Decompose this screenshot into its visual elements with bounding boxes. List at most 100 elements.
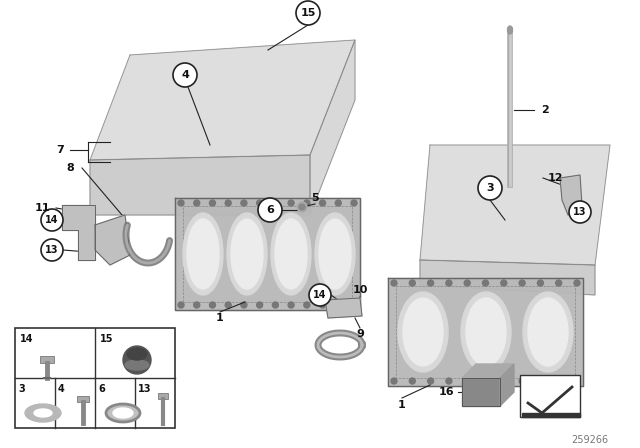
- Ellipse shape: [125, 360, 149, 370]
- Polygon shape: [522, 413, 580, 417]
- Bar: [183, 206, 352, 302]
- Ellipse shape: [319, 219, 351, 289]
- Text: 7: 7: [56, 145, 64, 155]
- Circle shape: [241, 200, 247, 206]
- Circle shape: [288, 200, 294, 206]
- Ellipse shape: [227, 213, 267, 295]
- Ellipse shape: [187, 219, 219, 289]
- Circle shape: [428, 378, 434, 384]
- Circle shape: [501, 378, 507, 384]
- Circle shape: [335, 200, 341, 206]
- Polygon shape: [462, 378, 500, 406]
- Text: 3: 3: [486, 183, 494, 193]
- Polygon shape: [175, 198, 360, 310]
- Circle shape: [273, 200, 278, 206]
- Circle shape: [194, 200, 200, 206]
- Circle shape: [304, 200, 310, 206]
- Ellipse shape: [523, 292, 573, 372]
- Text: 4: 4: [181, 70, 189, 80]
- Ellipse shape: [34, 409, 52, 417]
- Ellipse shape: [461, 292, 511, 372]
- Circle shape: [391, 280, 397, 286]
- Circle shape: [257, 302, 262, 308]
- Circle shape: [483, 378, 488, 384]
- Circle shape: [257, 200, 262, 206]
- Ellipse shape: [508, 26, 513, 34]
- Circle shape: [574, 378, 580, 384]
- Circle shape: [569, 201, 591, 223]
- Ellipse shape: [123, 346, 151, 374]
- Circle shape: [410, 378, 415, 384]
- Polygon shape: [95, 215, 130, 265]
- Circle shape: [538, 378, 543, 384]
- Circle shape: [464, 378, 470, 384]
- Text: 6: 6: [98, 384, 105, 394]
- Polygon shape: [420, 145, 610, 265]
- Circle shape: [225, 200, 231, 206]
- Ellipse shape: [113, 408, 133, 418]
- Polygon shape: [500, 364, 514, 406]
- Circle shape: [288, 302, 294, 308]
- Text: 1: 1: [216, 313, 224, 323]
- Text: 16: 16: [439, 387, 455, 397]
- Text: 13: 13: [573, 207, 587, 217]
- Polygon shape: [62, 205, 95, 260]
- Circle shape: [446, 280, 452, 286]
- Circle shape: [297, 202, 307, 212]
- Circle shape: [556, 280, 562, 286]
- Text: 14: 14: [20, 334, 33, 344]
- Circle shape: [273, 302, 278, 308]
- Circle shape: [410, 280, 415, 286]
- Ellipse shape: [106, 404, 140, 422]
- Text: 1: 1: [398, 400, 406, 410]
- Circle shape: [501, 280, 507, 286]
- Ellipse shape: [231, 219, 263, 289]
- Text: 259266: 259266: [572, 435, 609, 445]
- Ellipse shape: [271, 213, 311, 295]
- Ellipse shape: [528, 298, 568, 366]
- Circle shape: [299, 204, 305, 210]
- Circle shape: [304, 302, 310, 308]
- Text: 2: 2: [541, 105, 549, 115]
- Polygon shape: [388, 278, 583, 386]
- Circle shape: [556, 378, 562, 384]
- Circle shape: [225, 302, 231, 308]
- Circle shape: [483, 280, 488, 286]
- Text: 15: 15: [100, 334, 113, 344]
- Ellipse shape: [466, 298, 506, 366]
- Circle shape: [41, 209, 63, 231]
- Text: 13: 13: [138, 384, 152, 394]
- Polygon shape: [90, 40, 355, 160]
- Circle shape: [178, 302, 184, 308]
- Text: 13: 13: [45, 245, 59, 255]
- FancyBboxPatch shape: [158, 393, 168, 399]
- Ellipse shape: [127, 348, 147, 360]
- Circle shape: [351, 302, 357, 308]
- FancyBboxPatch shape: [40, 356, 54, 363]
- Circle shape: [391, 378, 397, 384]
- Circle shape: [446, 378, 452, 384]
- Circle shape: [478, 176, 502, 200]
- Circle shape: [173, 63, 197, 87]
- Circle shape: [209, 302, 216, 308]
- Text: 12: 12: [547, 173, 563, 183]
- Circle shape: [296, 1, 320, 25]
- Ellipse shape: [403, 298, 443, 366]
- Text: 14: 14: [313, 290, 327, 300]
- Circle shape: [351, 200, 357, 206]
- Text: 8: 8: [66, 163, 74, 173]
- Ellipse shape: [275, 219, 307, 289]
- Polygon shape: [462, 364, 514, 378]
- Text: 15: 15: [300, 8, 316, 18]
- Ellipse shape: [25, 404, 61, 422]
- Circle shape: [519, 378, 525, 384]
- Ellipse shape: [398, 292, 448, 372]
- Circle shape: [41, 239, 63, 261]
- Circle shape: [258, 198, 282, 222]
- Circle shape: [209, 200, 216, 206]
- Circle shape: [194, 302, 200, 308]
- Polygon shape: [560, 175, 582, 215]
- FancyBboxPatch shape: [15, 328, 175, 428]
- Circle shape: [309, 284, 331, 306]
- Text: 3: 3: [18, 384, 25, 394]
